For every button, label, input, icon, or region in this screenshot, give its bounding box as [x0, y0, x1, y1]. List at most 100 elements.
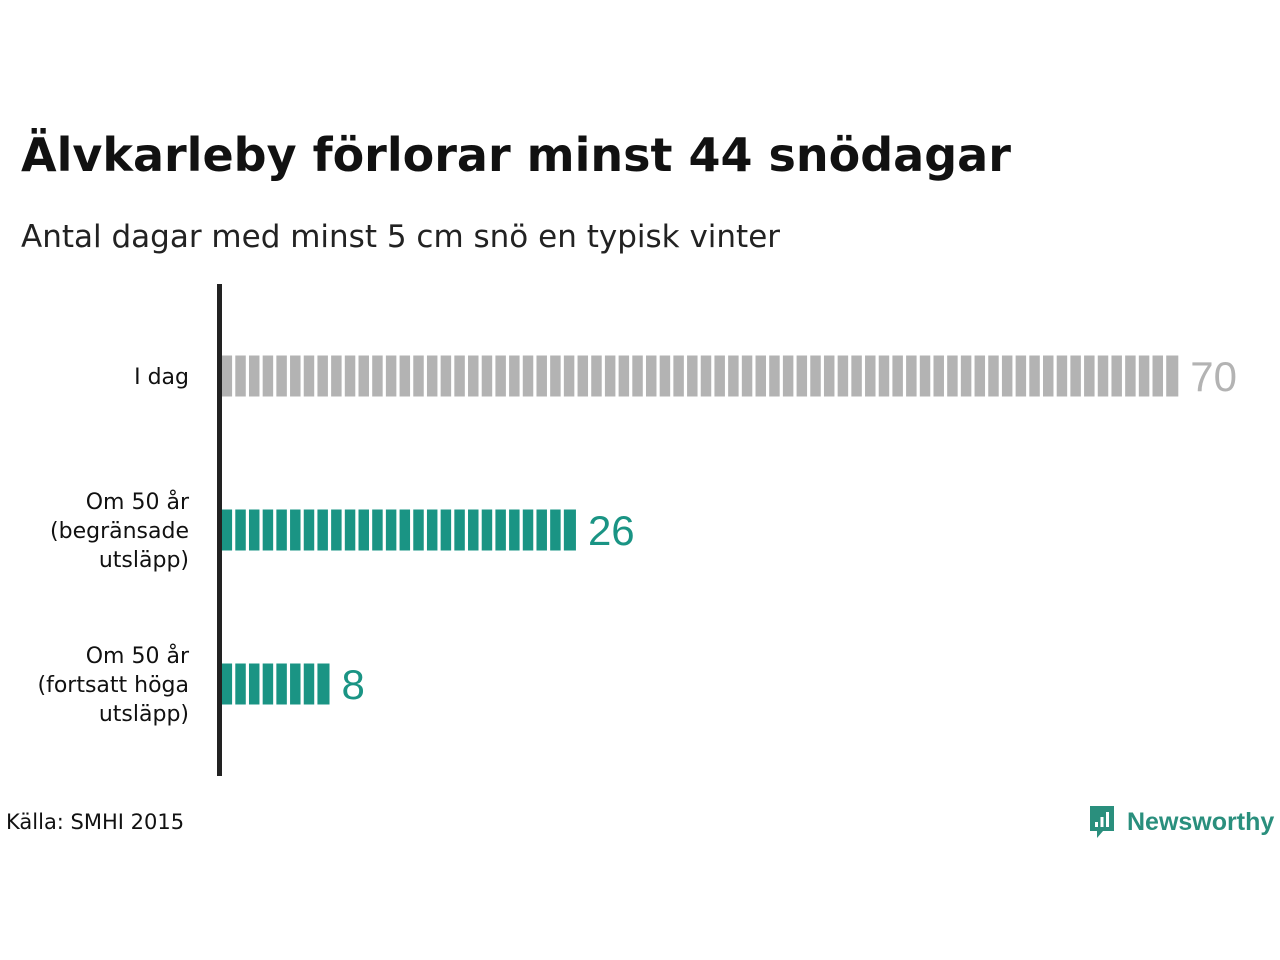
bar-segment-gap	[437, 509, 441, 551]
bar-segment-gap	[1053, 355, 1057, 397]
bar-segment-gap	[300, 663, 304, 705]
bar-segment-gap	[410, 355, 414, 397]
bar-segment-gap	[971, 355, 975, 397]
bar-segment-gap	[396, 355, 400, 397]
category-label-2: Om 50 år (fortsatt höga utsläpp)	[38, 643, 190, 727]
value-label-0: 70	[1190, 353, 1237, 400]
bar-segment-gap	[368, 355, 373, 397]
bar-segment-gap	[259, 355, 263, 397]
bar-segment-gap	[1108, 355, 1112, 397]
bar-segment-gap	[492, 355, 496, 397]
bar-segment-gap	[368, 509, 373, 551]
bar-segment-gap	[355, 355, 359, 397]
bar-segment-gap	[1149, 355, 1153, 397]
bar-segment-gap	[1067, 355, 1071, 397]
bar-segment-gap	[697, 355, 701, 397]
bar-segment-gap	[437, 355, 441, 397]
bar-segment-gap	[807, 355, 811, 397]
bar-segment-gap	[423, 355, 427, 397]
bar-segment-gap	[752, 355, 756, 397]
bar-segment-gap	[286, 509, 291, 551]
bar-segment-gap	[314, 355, 318, 397]
bar-segment-gap	[902, 355, 907, 397]
bar-segment-gap	[861, 355, 866, 397]
bar-segment-gap	[546, 509, 551, 551]
bar-segment-gap	[519, 355, 523, 397]
bar-segment-gap	[423, 509, 427, 551]
bar-segment-gap	[451, 509, 455, 551]
bar-segment-gap	[1026, 355, 1030, 397]
bar-segment-gap	[492, 509, 496, 551]
bar-segment-gap	[382, 509, 386, 551]
bar-segment-gap	[478, 355, 482, 397]
bar-segment-gap	[341, 509, 345, 551]
bar-segment-gap	[916, 355, 920, 397]
bar-segment-gap	[642, 355, 646, 397]
bar-segment-gap	[629, 355, 633, 397]
bar-segment-gap	[601, 355, 605, 397]
bar-segment-gap	[232, 355, 236, 397]
bar-segment-gap	[889, 355, 893, 397]
bar-segment-gap	[738, 355, 742, 397]
bar-segment-gap	[1163, 355, 1167, 397]
newsworthy-logo: Newsworthy	[1088, 804, 1274, 840]
bar-segment-gap	[478, 509, 482, 551]
chart-subtitle: Antal dagar med minst 5 cm snö en typisk…	[21, 219, 781, 255]
bar-segment-gap	[1094, 355, 1098, 397]
bar-segment-gap	[1135, 355, 1139, 397]
bar-segment-gap	[848, 355, 852, 397]
bar-segment-gap	[766, 355, 770, 397]
bar-segment-gap	[1012, 355, 1016, 397]
bar-segment-gap	[560, 509, 564, 551]
bar-segment-gap	[273, 509, 277, 551]
bar-segment-gap	[724, 355, 729, 397]
bar-segment-gap	[410, 509, 414, 551]
bar-segment-gap	[464, 355, 469, 397]
bar-segment-gap	[985, 355, 989, 397]
bar-segment-gap	[533, 355, 537, 397]
bar-segment-gap	[670, 355, 674, 397]
bar-segment-gap	[1039, 355, 1043, 397]
bar-segment-gap	[519, 509, 523, 551]
bar-segment-gap	[273, 663, 277, 705]
bar-segment-gap	[546, 355, 551, 397]
bar-segment-gap	[259, 663, 263, 705]
bar-segment-gap	[300, 355, 304, 397]
bar-segment-gap	[355, 509, 359, 551]
newsworthy-chart-bubble-icon	[1090, 806, 1114, 838]
bar-segment-gap	[1080, 355, 1085, 397]
bar-segment-gap	[533, 509, 537, 551]
brand-name: Newsworthy	[1127, 807, 1275, 836]
bar-segment-gap	[957, 355, 961, 397]
bar-segment-gap	[245, 509, 249, 551]
bar-segment-gap	[327, 355, 332, 397]
bar-segment-gap	[451, 355, 455, 397]
bar-segment-gap	[273, 355, 277, 397]
bar-segment-gap	[259, 509, 263, 551]
category-label-1: Om 50 år (begränsade utsläpp)	[50, 489, 190, 573]
bar-segment-gap	[683, 355, 688, 397]
bar-segment-gap	[779, 355, 783, 397]
bar-segment-gap	[615, 355, 619, 397]
bar-segment-gap	[930, 355, 934, 397]
bar-segment-gap	[464, 509, 469, 551]
bar-segment-gap	[1121, 355, 1126, 397]
bar-segment-gap	[314, 509, 318, 551]
bar-segment-gap	[588, 355, 592, 397]
bar-segment-gap	[834, 355, 838, 397]
source-note: Källa: SMHI 2015	[6, 810, 185, 834]
bar-segment-gap	[286, 355, 291, 397]
y-axis-line	[217, 284, 222, 776]
bar-segment-gap	[505, 509, 510, 551]
bar-segment-gap	[245, 663, 249, 705]
value-label-1: 26	[588, 507, 635, 554]
bar-segment-gap	[560, 355, 564, 397]
value-label-2: 8	[342, 661, 365, 708]
bar-segment-gap	[875, 355, 879, 397]
bar-segment-gap	[943, 355, 948, 397]
bar-segment-gap	[382, 355, 386, 397]
bar-segment-gap	[300, 509, 304, 551]
category-label-0: I dag	[134, 365, 189, 390]
bar-segment-gap	[232, 509, 236, 551]
